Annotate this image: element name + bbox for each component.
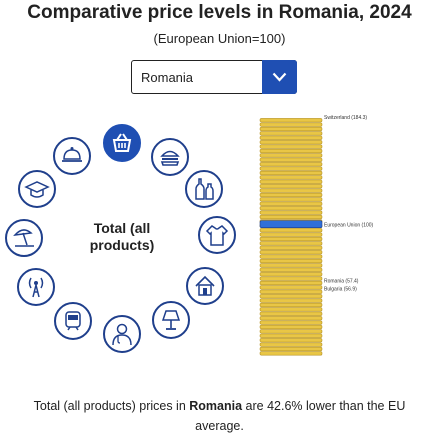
coin-bar xyxy=(259,307,323,312)
coin-label-bulgaria: Bulgaria (56.9) xyxy=(324,286,357,292)
coin-bar xyxy=(259,188,323,193)
coin-bar xyxy=(259,289,323,294)
coin-bar xyxy=(259,228,323,233)
train-icon[interactable] xyxy=(54,302,92,340)
coin-stack-chart: Switzerland (184.3) European Union (100) R… xyxy=(259,115,374,356)
coin-bar xyxy=(259,131,323,136)
coin-bar xyxy=(259,267,323,272)
coin-bar xyxy=(259,285,323,290)
coin-bar xyxy=(259,324,323,330)
coin-bar xyxy=(259,346,323,352)
coin-bar xyxy=(259,214,323,220)
doctor-icon[interactable] xyxy=(103,315,141,353)
burger-icon[interactable] xyxy=(151,138,189,176)
selected-category-label: Total (all products) xyxy=(89,220,155,253)
graduation-cap-icon[interactable] xyxy=(18,170,56,208)
coin-bar xyxy=(259,276,323,281)
coin-bar xyxy=(259,166,323,171)
coin-bar xyxy=(259,329,323,334)
coin-bar xyxy=(259,175,323,180)
coin-bar xyxy=(259,201,323,206)
coin-bar xyxy=(259,311,323,316)
coin-bar xyxy=(259,170,323,176)
coin-bar xyxy=(259,241,323,246)
coin-bar xyxy=(259,236,323,242)
lamp-icon[interactable] xyxy=(152,301,190,339)
coin-label-european-union: European Union (100) xyxy=(324,223,374,229)
coin-bar xyxy=(259,162,323,167)
summary-text: Total (all products) prices in Romania a… xyxy=(10,396,429,436)
coin-bar xyxy=(259,126,323,132)
beach-icon[interactable] xyxy=(5,219,43,257)
coin-bar xyxy=(259,302,323,308)
coin-bar xyxy=(259,338,323,343)
country-select-button[interactable] xyxy=(262,60,297,94)
coin-bar xyxy=(259,258,323,264)
coin-bar xyxy=(259,153,323,158)
coin-bar xyxy=(259,298,323,303)
coin-highlight-eu xyxy=(259,220,323,228)
coin-bar xyxy=(259,320,323,325)
coin-bar xyxy=(259,210,323,215)
house-icon[interactable] xyxy=(186,267,224,305)
coin-bar xyxy=(259,232,323,237)
summary-suffix: are 42.6% lower than the EU average. xyxy=(195,399,406,433)
coin-bar xyxy=(259,280,323,286)
coin-bar xyxy=(259,263,323,268)
restaurant-cloche-icon[interactable] xyxy=(53,137,91,175)
coin-bar xyxy=(259,245,323,250)
country-select[interactable]: Romania xyxy=(131,60,297,94)
country-select-value: Romania xyxy=(141,70,194,85)
coin-bar xyxy=(259,333,323,338)
coin-bar xyxy=(259,179,323,184)
page-title: Comparative price levels in Romania, 202… xyxy=(27,2,412,23)
coin-bar xyxy=(259,272,323,277)
coin-bar xyxy=(259,148,323,154)
coin-bar xyxy=(259,184,323,189)
coin-bar xyxy=(259,140,323,145)
bottles-icon[interactable] xyxy=(185,170,223,208)
coin-bar xyxy=(259,206,323,211)
coin-bar xyxy=(259,197,323,202)
antenna-icon[interactable] xyxy=(17,268,55,306)
coin-bar xyxy=(259,144,323,149)
coin-bar xyxy=(259,294,323,299)
coin-bar xyxy=(259,118,323,123)
coin-bar xyxy=(259,135,323,140)
coin-bar xyxy=(259,122,323,127)
coin-bar xyxy=(259,316,323,321)
coin-bar xyxy=(259,250,323,255)
coin-bar xyxy=(259,342,323,347)
coin-bar xyxy=(259,351,323,356)
chevron-down-icon xyxy=(272,72,287,82)
page-subtitle: (European Union=100) xyxy=(153,31,286,46)
coin-bar xyxy=(259,254,323,259)
coin-bar xyxy=(259,192,323,198)
summary-country: Romania xyxy=(189,399,243,413)
coin-label-romania: Romania (57.4) xyxy=(324,279,359,285)
basket-icon[interactable] xyxy=(103,124,141,162)
coin-label-switzerland: Switzerland (184.3) xyxy=(324,115,367,121)
summary-prefix: Total (all products) prices in xyxy=(33,399,190,413)
coin-bar xyxy=(259,157,323,162)
clothing-icon[interactable] xyxy=(198,216,236,254)
